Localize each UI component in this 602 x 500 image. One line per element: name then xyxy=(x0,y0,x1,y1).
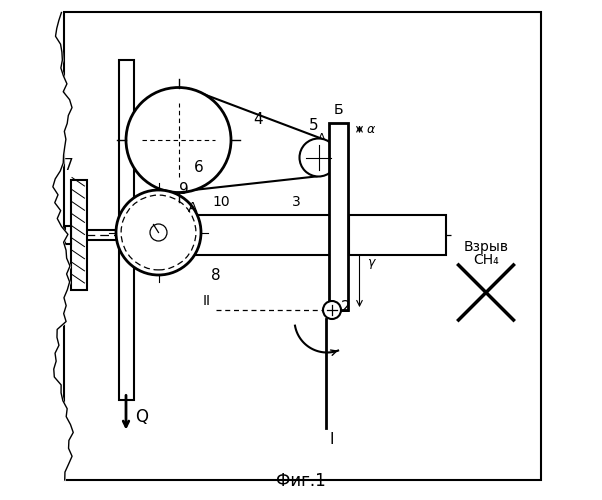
Text: 8: 8 xyxy=(211,268,221,282)
Text: CH₄: CH₄ xyxy=(473,253,499,267)
Bar xyxy=(119,60,134,400)
Bar xyxy=(65,226,71,244)
FancyBboxPatch shape xyxy=(63,12,541,480)
Bar xyxy=(329,122,349,310)
Text: A: A xyxy=(187,200,197,214)
Circle shape xyxy=(116,190,201,275)
Circle shape xyxy=(126,88,231,192)
Circle shape xyxy=(323,301,341,319)
Circle shape xyxy=(150,224,167,241)
Text: γ: γ xyxy=(367,256,374,269)
Text: 9: 9 xyxy=(179,182,188,198)
Bar xyxy=(134,215,334,255)
Text: 4: 4 xyxy=(253,112,263,128)
Text: 5: 5 xyxy=(309,118,318,134)
Text: α: α xyxy=(367,122,375,136)
Text: Взрыв: Взрыв xyxy=(464,240,509,254)
Text: 7: 7 xyxy=(64,158,73,172)
Text: 3: 3 xyxy=(291,195,300,209)
Text: Q: Q xyxy=(135,408,148,426)
Bar xyxy=(349,215,446,255)
Text: Фиг.1: Фиг.1 xyxy=(276,472,326,490)
Text: 6: 6 xyxy=(194,160,203,175)
Bar xyxy=(71,180,87,290)
Text: A: A xyxy=(318,134,326,143)
Text: I: I xyxy=(330,432,334,448)
Text: 2: 2 xyxy=(341,300,351,315)
Circle shape xyxy=(300,138,338,176)
Text: II: II xyxy=(203,294,211,308)
Text: 10: 10 xyxy=(212,195,230,209)
Text: Б: Б xyxy=(334,102,343,117)
